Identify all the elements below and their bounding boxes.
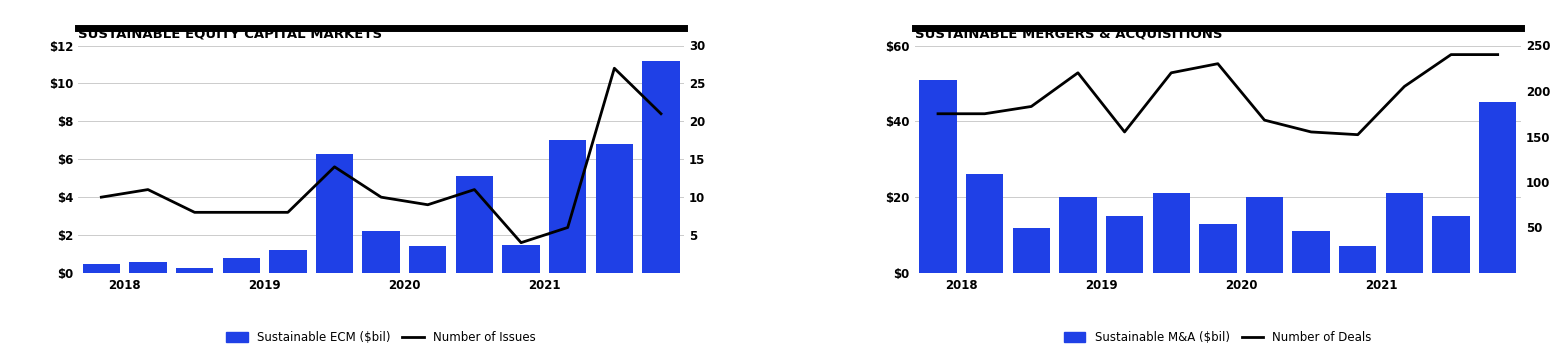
Bar [596,144,633,273]
Bar [919,80,956,273]
Bar [1059,197,1097,273]
Legend: Sustainable M&A ($bil), Number of Deals: Sustainable M&A ($bil), Number of Deals [1059,327,1376,349]
Bar [1479,102,1516,273]
Bar [315,154,353,273]
Bar [1246,197,1284,273]
Bar [270,250,306,273]
Bar [1385,193,1423,273]
Bar [1106,216,1143,273]
Bar [1293,231,1329,273]
Bar [1200,224,1237,273]
Text: SUSTAINABLE MERGERS & ACQUISITIONS: SUSTAINABLE MERGERS & ACQUISITIONS [914,27,1221,40]
Bar [362,231,399,273]
Bar [1153,193,1190,273]
Legend: Sustainable ECM ($bil), Number of Issues: Sustainable ECM ($bil), Number of Issues [222,327,541,349]
Bar [83,264,120,273]
Bar [966,174,1003,273]
Bar [456,176,493,273]
Bar [129,262,167,273]
Bar [1338,246,1376,273]
Bar [502,245,540,273]
Bar [643,61,680,273]
Text: SUSTAINABLE EQUITY CAPITAL MARKETS: SUSTAINABLE EQUITY CAPITAL MARKETS [78,27,382,40]
Bar [549,140,587,273]
Bar [1432,216,1470,273]
Bar [409,246,446,273]
Bar [223,258,261,273]
Bar [1012,228,1050,273]
Bar [176,268,214,273]
